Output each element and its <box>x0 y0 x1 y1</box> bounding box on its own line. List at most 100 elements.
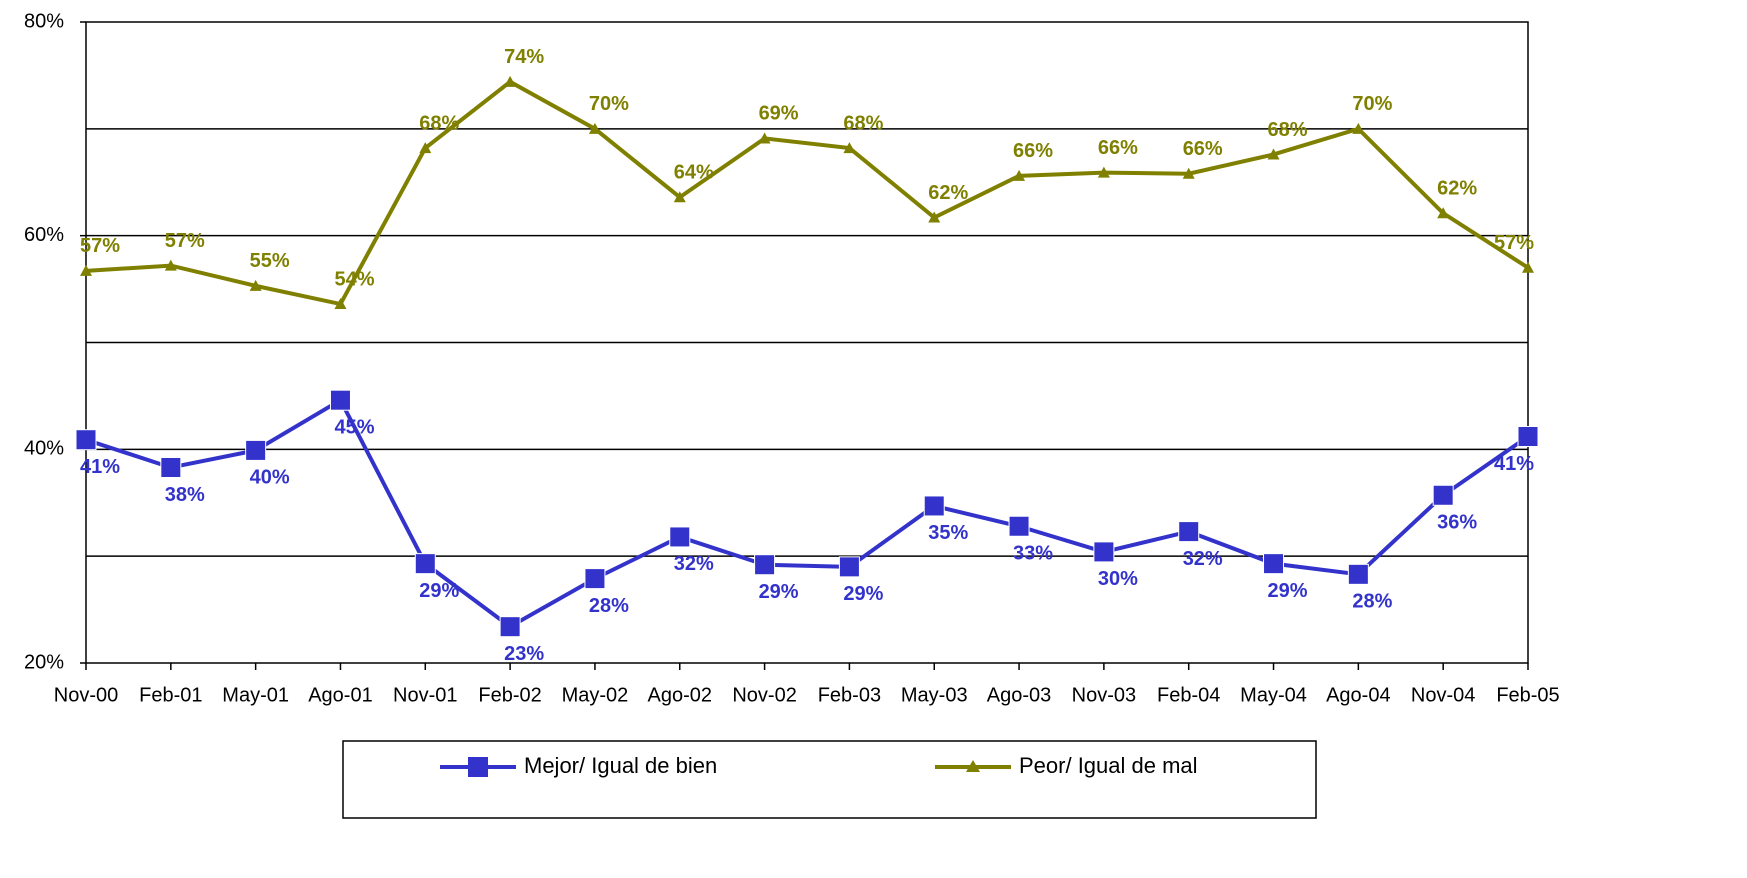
value-label: 29% <box>1268 580 1308 602</box>
y-tick-label: 20% <box>24 651 64 673</box>
value-label: 68% <box>1268 119 1308 141</box>
x-tick-label: Ago-02 <box>648 684 713 706</box>
marker <box>588 122 601 134</box>
value-label: 54% <box>334 268 374 290</box>
marker <box>923 495 945 517</box>
legend-marker <box>468 757 488 777</box>
value-label: 36% <box>1437 512 1477 534</box>
x-tick-label: Nov-02 <box>732 684 796 706</box>
marker <box>1432 484 1454 506</box>
marker <box>758 132 771 144</box>
series-line <box>85 79 1530 307</box>
legend-box <box>342 740 1317 819</box>
x-tick-label: Ago-01 <box>308 684 373 706</box>
marker <box>1517 426 1539 448</box>
value-label: 66% <box>1098 137 1138 159</box>
marker <box>1522 261 1534 273</box>
marker <box>1008 515 1030 537</box>
value-label: 40% <box>250 467 290 489</box>
series: 57% 57% 55% 54% 68% 74% 70% 64% 69% 68% 62% 66% 66% 6… <box>80 46 1534 310</box>
value-label: 69% <box>759 103 799 125</box>
x-tick-label: May-02 <box>562 684 629 706</box>
marker <box>80 264 92 276</box>
value-label: 62% <box>928 182 968 204</box>
value-label: 68% <box>419 112 459 134</box>
marker <box>843 142 856 154</box>
legend-label: Mejor/ Igual de bien <box>524 753 717 778</box>
value-label: 33% <box>1013 543 1053 565</box>
value-label: 64% <box>674 161 714 183</box>
value-label: 74% <box>504 46 544 68</box>
marker <box>419 142 432 154</box>
value-label: 70% <box>589 93 629 115</box>
marker <box>164 259 177 271</box>
marker <box>329 389 351 411</box>
value-label: 41% <box>80 456 120 478</box>
marker <box>1347 563 1369 585</box>
value-label: 45% <box>334 416 374 438</box>
marker <box>673 191 686 203</box>
value-label: 62% <box>1437 178 1477 200</box>
value-label: 57% <box>80 235 120 257</box>
marker <box>1263 553 1285 575</box>
marker <box>1093 541 1115 563</box>
x-tick-label: Feb-05 <box>1496 684 1559 706</box>
value-label: 70% <box>1352 93 1392 115</box>
x-tick-label: Nov-01 <box>393 684 457 706</box>
marker <box>1352 122 1365 134</box>
marker <box>1267 148 1280 160</box>
y-tick-label: 80% <box>24 10 64 32</box>
marker <box>249 279 262 291</box>
x-tick-label: Ago-03 <box>987 684 1052 706</box>
x-tick-label: May-01 <box>222 684 289 706</box>
value-label: 38% <box>165 484 205 506</box>
value-label: 68% <box>843 112 883 134</box>
marker <box>160 456 182 478</box>
value-label: 28% <box>1352 591 1392 613</box>
x-tick-label: Feb-02 <box>478 684 541 706</box>
x-tick-label: Nov-00 <box>54 684 118 706</box>
value-label: 55% <box>250 250 290 272</box>
x-tick-label: Ago-04 <box>1326 684 1391 706</box>
marker <box>1178 521 1200 543</box>
value-label: 66% <box>1013 140 1053 162</box>
marker <box>1097 166 1110 178</box>
value-label: 57% <box>1494 232 1534 254</box>
value-label: 29% <box>419 580 459 602</box>
x-tick-label: Feb-04 <box>1157 684 1220 706</box>
x-tick-label: May-03 <box>901 684 968 706</box>
marker <box>584 568 606 590</box>
y-tick-label: 40% <box>24 438 64 460</box>
marker <box>669 526 691 548</box>
marker <box>928 211 941 223</box>
y-tick-label: 60% <box>24 224 64 246</box>
value-label: 23% <box>504 643 544 665</box>
marker <box>754 554 776 576</box>
marker <box>1437 207 1450 219</box>
value-label: 32% <box>674 553 714 575</box>
x-tick-label: Nov-03 <box>1072 684 1136 706</box>
value-label: 28% <box>589 595 629 617</box>
x-tick-label: May-04 <box>1240 684 1307 706</box>
marker <box>1182 167 1195 179</box>
x-tick-label: Nov-04 <box>1411 684 1475 706</box>
value-label: 41% <box>1494 453 1534 475</box>
plot-frame <box>85 21 1529 664</box>
series: 41% 38% 40% 45% 29% 23% 28% 32% 29% 29% 35% 33% 30% 3… <box>75 389 1539 665</box>
marker <box>499 616 521 638</box>
marker <box>1013 169 1026 181</box>
value-label: 32% <box>1183 548 1223 570</box>
value-label: 29% <box>843 583 883 605</box>
marker <box>75 429 97 451</box>
marker <box>334 298 347 310</box>
legend-marker <box>966 760 980 772</box>
legend-label: Peor/ Igual de mal <box>1019 753 1198 778</box>
value-label: 29% <box>759 581 799 603</box>
value-label: 66% <box>1183 138 1223 160</box>
marker <box>504 75 517 87</box>
value-label: 57% <box>165 230 205 252</box>
marker <box>245 439 267 461</box>
series-line <box>85 397 1530 630</box>
x-tick-label: Feb-03 <box>818 684 881 706</box>
